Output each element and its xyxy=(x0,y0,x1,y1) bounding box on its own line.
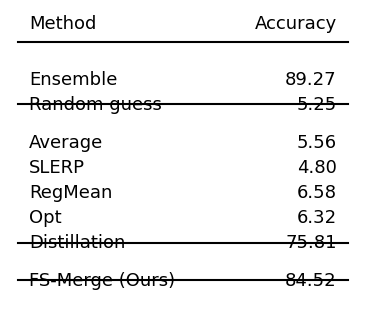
Text: Distillation: Distillation xyxy=(29,234,126,252)
Text: Method: Method xyxy=(29,15,97,33)
Text: Opt: Opt xyxy=(29,209,62,227)
Text: 4.80: 4.80 xyxy=(297,159,337,177)
Text: Accuracy: Accuracy xyxy=(254,15,337,33)
Text: Ensemble: Ensemble xyxy=(29,71,117,89)
Text: Average: Average xyxy=(29,134,104,152)
Text: Random guess: Random guess xyxy=(29,96,162,114)
Text: RegMean: RegMean xyxy=(29,184,113,202)
Text: 75.81: 75.81 xyxy=(285,234,337,252)
Text: 6.58: 6.58 xyxy=(297,184,337,202)
Text: 89.27: 89.27 xyxy=(285,71,337,89)
Text: 5.25: 5.25 xyxy=(296,96,337,114)
Text: SLERP: SLERP xyxy=(29,159,85,177)
Text: 6.32: 6.32 xyxy=(296,209,337,227)
Text: 5.56: 5.56 xyxy=(296,134,337,152)
Text: FS-Merge (Ours): FS-Merge (Ours) xyxy=(29,272,175,290)
Text: 84.52: 84.52 xyxy=(285,272,337,290)
